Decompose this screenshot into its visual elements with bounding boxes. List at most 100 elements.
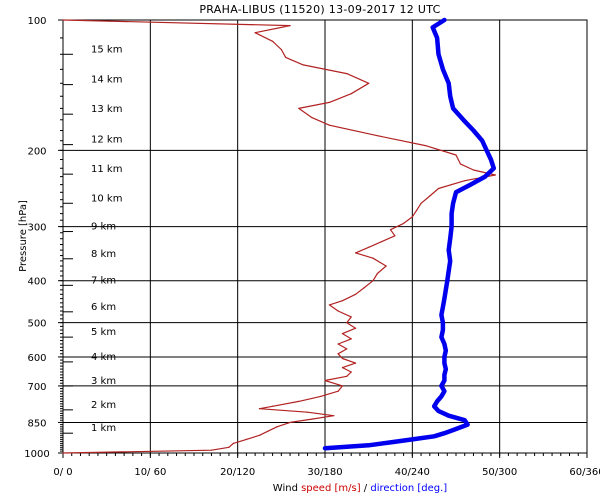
x-tick-label: 40/240	[395, 467, 430, 478]
wind-speed-point	[245, 438, 247, 440]
wind-direction-point	[410, 437, 415, 442]
wind-speed-point	[420, 202, 422, 204]
wind-speed-point	[368, 82, 370, 84]
x-axis-label-part: /	[361, 483, 368, 494]
wind-speed-point	[328, 101, 330, 104]
wind-speed-point	[385, 265, 387, 267]
wind-speed-point	[328, 124, 330, 126]
wind-speed-point	[280, 48, 282, 51]
wind-speed-point	[324, 379, 326, 382]
wind-speed-point	[228, 446, 230, 448]
wind-speed-point	[472, 169, 475, 171]
wind-direction-point	[442, 373, 447, 377]
wind-speed-point	[437, 187, 440, 190]
wind-speed-point	[429, 195, 431, 197]
wind-direction-point	[432, 404, 436, 409]
wind-direction-point	[449, 224, 454, 229]
wind-speed-point	[276, 426, 278, 428]
wind-direction-point	[436, 409, 441, 413]
wind-speed-point	[494, 174, 496, 176]
series-lines	[62, 17, 497, 454]
x-tick-label: 0/ 0	[53, 467, 72, 478]
x-axis-label-part: Wind	[273, 483, 298, 494]
km-label: 1 km	[91, 423, 116, 434]
wind-speed-point	[210, 449, 213, 451]
wind-speed-point	[368, 246, 370, 248]
wind-speed-point	[341, 385, 344, 387]
wind-direction-point	[442, 431, 447, 435]
wind-speed-point	[267, 430, 269, 432]
wind-speed-point	[354, 252, 357, 254]
wind-direction-point	[435, 36, 439, 40]
wind-speed-point	[272, 405, 274, 407]
wind-speed-point	[389, 229, 392, 231]
wind-direction-point	[492, 166, 496, 171]
wind-direction-point	[436, 52, 441, 57]
wind-direction-point	[442, 389, 447, 394]
wind-direction-point	[442, 296, 447, 301]
wind-speed-point	[372, 280, 374, 282]
wind-direction-point	[439, 394, 444, 399]
y-tick-label: 300	[27, 223, 46, 234]
wind-speed-point	[302, 64, 304, 66]
wind-direction-point	[441, 320, 445, 325]
wind-speed-point	[341, 333, 344, 335]
wind-speed-point	[311, 418, 313, 420]
wind-speed-point	[346, 322, 348, 324]
wind-direction-point	[446, 413, 451, 418]
y-tick-label: 1000	[24, 449, 49, 460]
wind-speed-point	[424, 144, 427, 147]
wind-direction-point	[449, 211, 454, 216]
wind-direction-point	[489, 157, 493, 162]
wind-direction-point	[430, 25, 435, 30]
wind-direction-point	[366, 443, 371, 448]
wind-direction-point	[446, 248, 451, 252]
wind-speed-point	[350, 316, 352, 318]
wind-speed-point	[372, 257, 374, 259]
y-tick-label: 400	[27, 277, 46, 288]
wind-speed-point	[62, 19, 64, 21]
wind-direction-point	[454, 427, 458, 431]
wind-speed-point	[394, 235, 396, 237]
y-tick-label: 850	[27, 418, 46, 429]
km-label: 9 km	[91, 222, 116, 233]
wind-speed-point	[298, 107, 300, 109]
wind-speed-point	[350, 338, 352, 340]
wind-direction-point	[446, 81, 451, 86]
wind-speed-point	[311, 116, 313, 119]
wind-speed-point	[403, 222, 405, 225]
wind-speed-point	[333, 415, 335, 417]
wind-speed-point	[381, 241, 383, 243]
wind-speed-point	[328, 304, 330, 306]
wind-direction-point	[442, 361, 447, 365]
wind-direction-point	[465, 422, 470, 427]
wind-direction-point	[442, 378, 447, 383]
y-tick-label: 700	[27, 382, 46, 393]
wind-speed-point	[337, 390, 339, 392]
wind-speed-point	[341, 357, 344, 360]
wind-direction-point	[442, 18, 447, 22]
wind-direction-point	[484, 148, 489, 153]
wind-speed-point	[320, 395, 322, 397]
wind-direction-point	[435, 399, 439, 404]
x-tick-label: 50/300	[482, 467, 517, 478]
x-tick-label: 20/120	[220, 467, 255, 478]
x-axis-label-part: speed	[298, 483, 331, 494]
wind-speed-point	[337, 310, 339, 312]
chart-title: PRAHA-LIBUS (11520) 13-09-2017 12 UTC	[199, 3, 440, 16]
wind-speed-point	[289, 24, 291, 27]
wind-speed-point	[411, 216, 413, 218]
wind-speed-point	[350, 93, 352, 95]
wind-direction-point	[441, 305, 445, 309]
wind-direction-point	[442, 342, 447, 346]
wind-speed-point	[354, 362, 357, 364]
wind-speed-point	[254, 32, 256, 34]
wind-speed-point	[376, 135, 378, 137]
wind-direction-point	[439, 384, 444, 388]
wind-direction-point	[444, 348, 448, 353]
wind-speed-point	[350, 371, 352, 373]
wind-speed-point	[459, 163, 461, 165]
wind-direction-point	[323, 446, 327, 451]
wind-direction-point	[462, 418, 467, 423]
wind-direction-point	[444, 367, 448, 371]
